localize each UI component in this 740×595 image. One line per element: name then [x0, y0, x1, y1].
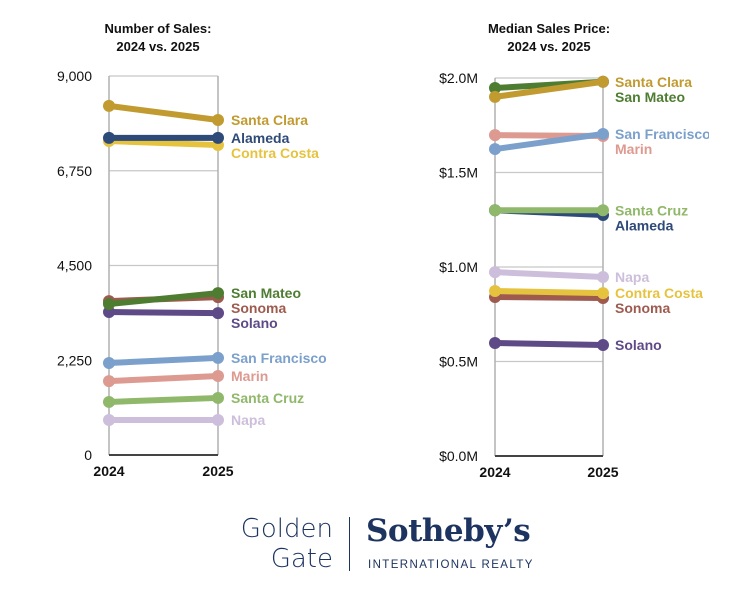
- chart-1: Number of Sales: 2024 vs. 2025 0 2,250 4,500…: [57, 21, 327, 479]
- y-tick-label: 0: [84, 447, 92, 463]
- series-label: Marin: [615, 141, 652, 157]
- series-line: [492, 288, 606, 297]
- series-label: San Francisco: [231, 350, 327, 366]
- series-label: San Mateo: [615, 89, 685, 105]
- y-tick-label: $2.0M: [439, 70, 478, 86]
- data-point: [212, 351, 224, 364]
- data-point: [597, 127, 609, 140]
- data-point: [489, 82, 501, 95]
- data-point: [103, 356, 115, 369]
- chart-title: Median Sales Price:: [488, 21, 610, 36]
- series-label: Sonoma: [615, 300, 670, 316]
- data-point: [489, 143, 501, 156]
- y-tick-label: $1.0M: [439, 259, 478, 275]
- series-line: [492, 78, 606, 100]
- logo-golden-gate: Golden Gate: [241, 514, 333, 574]
- chart-2: Median Sales Price: 2024 vs. 2025 $0.0M $0.…: [439, 21, 711, 480]
- y-tick-label: $0.0M: [439, 448, 478, 464]
- data-point: [212, 370, 224, 383]
- series-label: Napa: [615, 269, 649, 285]
- data-point: [489, 266, 501, 279]
- series-label: Contra Costa: [231, 145, 319, 161]
- data-point: [489, 129, 501, 142]
- y-tick-label: 2,250: [57, 352, 92, 368]
- data-point: [212, 414, 224, 427]
- data-point: [489, 204, 501, 217]
- logo-divider: [349, 517, 350, 571]
- y-tick-label: 9,000: [57, 68, 92, 84]
- data-point: [212, 131, 224, 144]
- logo-line1: Golden: [240, 514, 333, 544]
- series-line: [106, 102, 221, 124]
- y-tick-label: $0.5M: [439, 354, 478, 370]
- data-point: [489, 285, 501, 298]
- series-label: Alameda: [615, 217, 674, 233]
- series-line: [492, 269, 606, 281]
- data-point: [103, 375, 115, 388]
- data-point: [489, 90, 501, 103]
- series-label: Alameda: [231, 130, 290, 146]
- data-point: [103, 395, 115, 408]
- series-line: [106, 354, 221, 366]
- series-line: [492, 294, 606, 301]
- data-point: [597, 287, 609, 300]
- series-label: Santa Clara: [615, 74, 692, 90]
- series-label: Santa Cruz: [615, 202, 688, 218]
- data-point: [597, 204, 609, 217]
- series-label: Solano: [615, 337, 662, 353]
- series-label: Marin: [231, 368, 268, 384]
- series-label: Napa: [231, 412, 265, 428]
- series-line: [106, 290, 221, 308]
- slope-charts: Number of Sales: 2024 vs. 2025 0 2,250 4,500…: [57, 21, 711, 480]
- logo-brand: Sotheby’s: [366, 513, 531, 549]
- data-point: [212, 391, 224, 404]
- series-line: [106, 309, 221, 317]
- logo-subtitle: INTERNATIONAL REALTY: [368, 559, 534, 571]
- series-label: Sonoma: [231, 300, 286, 316]
- chart-title: 2024 vs. 2025: [116, 39, 199, 54]
- series-line: [492, 130, 606, 153]
- data-point: [103, 99, 115, 112]
- series-label: Santa Clara: [231, 112, 308, 128]
- data-point: [103, 414, 115, 427]
- y-tick-label: 4,500: [57, 258, 92, 274]
- y-tick-label: 6,750: [57, 163, 92, 179]
- series-label: Santa Cruz: [231, 390, 304, 406]
- y-tick-label: $1.5M: [439, 165, 478, 181]
- series-line: [106, 138, 221, 149]
- logo-line2: Gate: [270, 544, 333, 574]
- data-point: [489, 336, 501, 349]
- chart-title: 2024 vs. 2025: [507, 39, 590, 54]
- data-point: [597, 271, 609, 284]
- series-line: [106, 373, 221, 385]
- data-point: [597, 339, 609, 352]
- x-tick-label: 2024: [479, 464, 510, 480]
- x-tick-label: 2024: [93, 463, 124, 479]
- chart-title: Number of Sales:: [105, 21, 212, 36]
- data-point: [597, 75, 609, 88]
- series-line: [492, 339, 606, 349]
- series-label: Solano: [231, 315, 278, 331]
- series-label: San Mateo: [231, 285, 301, 301]
- series-label: San Francisco: [615, 126, 711, 142]
- data-point: [103, 298, 115, 311]
- data-point: [103, 131, 115, 144]
- x-tick-label: 2025: [587, 464, 618, 480]
- data-point: [212, 114, 224, 127]
- series-label: Contra Costa: [615, 285, 703, 301]
- data-point: [212, 307, 224, 320]
- x-tick-label: 2025: [202, 463, 233, 479]
- data-point: [212, 287, 224, 300]
- series-line: [106, 394, 221, 405]
